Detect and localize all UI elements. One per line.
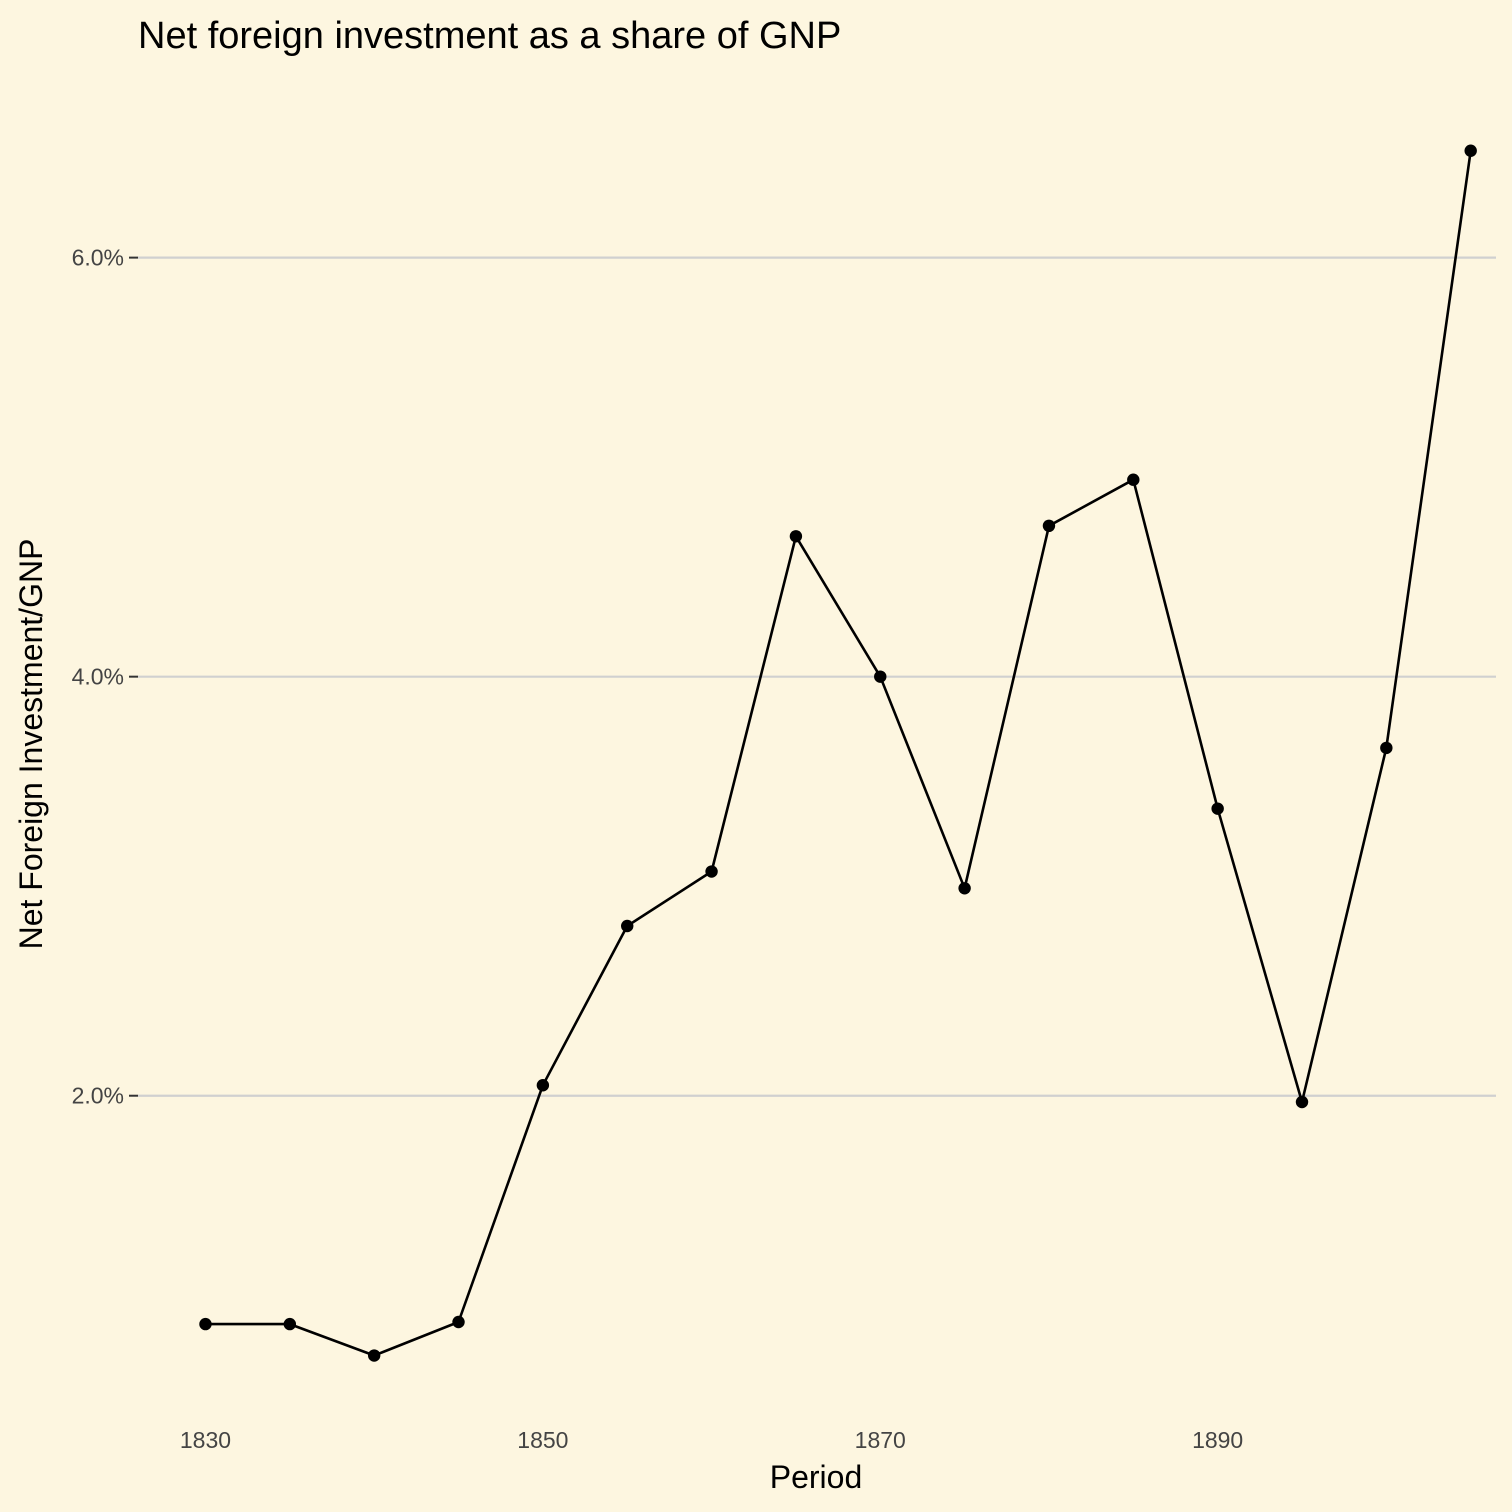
x-tick-label: 1890 — [1192, 1427, 1243, 1453]
data-point — [199, 1317, 212, 1331]
data-point — [1042, 519, 1056, 533]
y-axis-title: Net Foreign Investment/GNP — [13, 539, 49, 950]
data-point — [1380, 741, 1393, 755]
chart-title: Net foreign investment as a share of GNP — [138, 15, 841, 57]
data-point — [283, 1317, 297, 1331]
x-tick-label: 1830 — [180, 1427, 231, 1453]
x-tick-label: 1850 — [517, 1427, 568, 1453]
data-point — [1211, 802, 1224, 815]
series-layer — [199, 144, 1477, 1362]
gridlines — [138, 256, 1496, 1097]
data-point — [621, 919, 634, 933]
data-point — [1295, 1095, 1309, 1109]
y-axis: 2.0% 4.0% 6.0% — [72, 245, 138, 1109]
x-tick-label: 1870 — [855, 1427, 906, 1453]
data-point — [789, 530, 803, 543]
series-line — [205, 150, 1472, 1357]
x-axis-title: Period — [770, 1459, 863, 1495]
data-point — [1464, 144, 1477, 157]
data-point — [874, 670, 887, 683]
data-point — [452, 1315, 465, 1329]
data-point — [1127, 473, 1140, 486]
x-axis: 1830 1850 1870 1890 — [180, 1427, 1243, 1453]
y-tick-label: 6.0% — [72, 245, 124, 271]
data-point — [705, 865, 718, 878]
data-point — [536, 1079, 550, 1092]
y-tick-label: 4.0% — [72, 664, 124, 690]
data-point — [367, 1349, 381, 1362]
data-point — [958, 882, 971, 895]
y-tick-label: 2.0% — [72, 1083, 124, 1109]
